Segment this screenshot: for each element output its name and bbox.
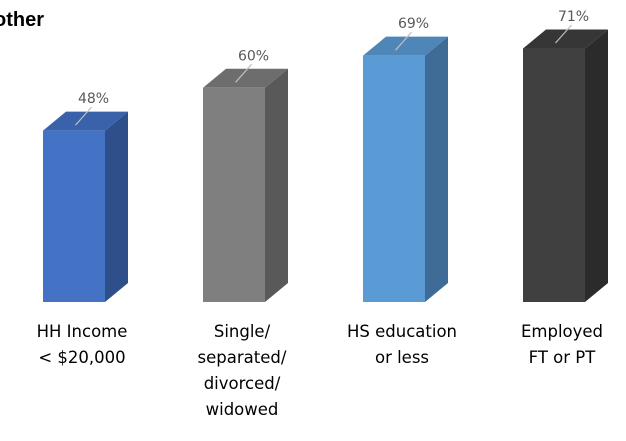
category-label-4: Employed FT or PT (521, 322, 603, 367)
category-label-line: separated/ (198, 348, 287, 367)
bar-side-2 (265, 68, 288, 302)
value-label-1: 48% (78, 91, 109, 107)
category-label-line: < $20,000 (38, 348, 125, 367)
bar-front-2 (203, 87, 265, 302)
bar-top-3 (363, 36, 448, 56)
category-labels-group: HH Income < $20,000 Single/separated/divor… (37, 322, 603, 419)
bar-top-1 (43, 111, 128, 131)
value-label-4: 71% (558, 9, 589, 25)
category-label-line: FT or PT (529, 348, 597, 367)
category-label-line: Employed (521, 322, 603, 341)
category-label-line: divorced/ (204, 374, 281, 393)
value-label-2: 60% (238, 48, 269, 64)
value-leader-line-1 (75, 106, 92, 126)
bar-front-3 (363, 55, 425, 302)
category-label-line: or less (375, 348, 429, 367)
value-label-3: 69% (398, 16, 429, 32)
category-label-line: HH Income (37, 322, 128, 341)
bar-front-4 (523, 48, 585, 302)
chart-title: other (0, 9, 44, 31)
category-label-3: HS education or less (347, 322, 457, 367)
category-label-line: widowed (206, 400, 279, 419)
bar-top-2 (203, 68, 288, 88)
category-label-2: Single/separated/divorced/widowed (198, 322, 287, 419)
value-labels-group: 48% 60% 69% 71% (75, 9, 589, 126)
category-label-line: Single/ (214, 322, 271, 341)
bars-group (43, 29, 608, 303)
value-leader-line-2 (235, 63, 252, 83)
value-leader-line-3 (395, 31, 412, 51)
category-label-1: HH Income < $20,000 (37, 322, 128, 367)
bar-side-3 (425, 36, 448, 303)
value-leader-line-4 (555, 24, 572, 44)
bar-side-1 (105, 111, 128, 302)
bar-side-4 (585, 29, 608, 303)
bar-top-4 (523, 29, 608, 49)
category-label-line: HS education (347, 322, 457, 341)
bar-front-1 (43, 130, 105, 302)
